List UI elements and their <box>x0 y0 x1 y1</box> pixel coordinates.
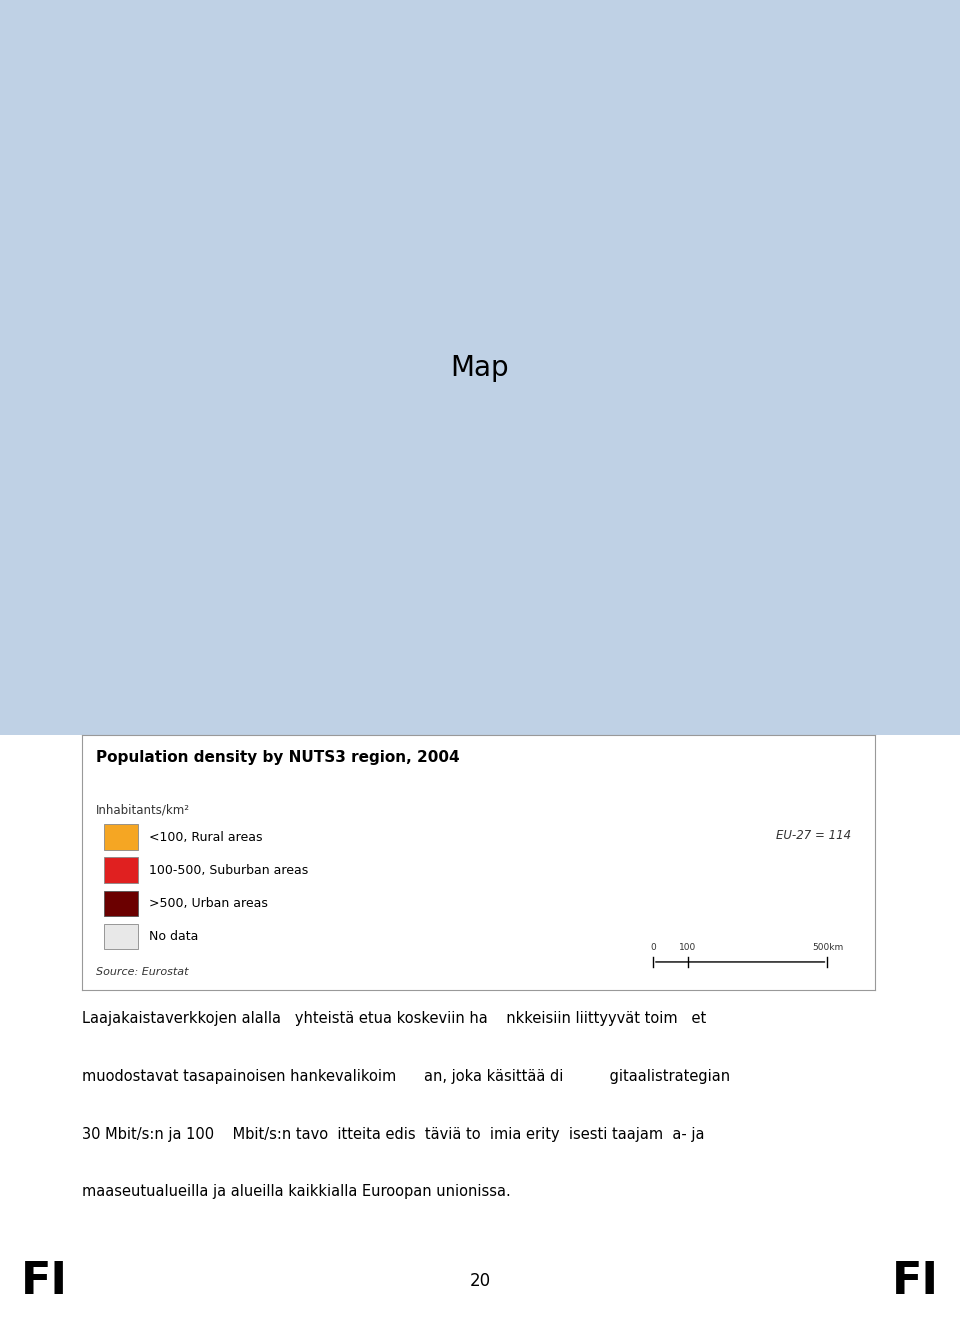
Text: Population density by NUTS3 region, 2004: Population density by NUTS3 region, 2004 <box>96 751 460 765</box>
Text: Inhabitants/km²: Inhabitants/km² <box>96 804 190 817</box>
Text: maaseutualueilla ja alueilla kaikkialla Euroopan unionissa.: maaseutualueilla ja alueilla kaikkialla … <box>82 1185 511 1199</box>
Text: 100: 100 <box>680 943 696 952</box>
Text: FI: FI <box>892 1260 939 1302</box>
Text: muodostavat tasapainoisen hankevalikoim      an, joka käsittää di          gitaa: muodostavat tasapainoisen hankevalikoim … <box>82 1069 731 1084</box>
Bar <box>105 858 137 883</box>
Text: No data: No data <box>150 929 199 943</box>
Text: 500km: 500km <box>812 943 843 952</box>
Text: Map: Map <box>450 353 510 382</box>
Text: Laajakaistaverkkojen alalla   yhteistä etua koskeviin ha    nkkeisiin liittyyvät: Laajakaistaverkkojen alalla yhteistä etu… <box>82 1011 707 1026</box>
Bar <box>105 891 137 916</box>
Text: EU-27 = 114: EU-27 = 114 <box>776 829 852 842</box>
Text: 0: 0 <box>650 943 656 952</box>
Text: 30 Mbit/s:n ja 100    Mbit/s:n tavo  itteita edis  täviä to  imia erity  isesti : 30 Mbit/s:n ja 100 Mbit/s:n tavo itteita… <box>82 1126 705 1141</box>
Text: Source: Eurostat: Source: Eurostat <box>96 968 189 977</box>
Text: 20: 20 <box>469 1272 491 1290</box>
Bar <box>105 824 137 850</box>
Text: >500, Urban areas: >500, Urban areas <box>150 896 268 910</box>
Bar <box>105 924 137 949</box>
Text: <100, Rural areas: <100, Rural areas <box>150 830 263 843</box>
Text: 100-500, Suburban areas: 100-500, Suburban areas <box>150 863 309 876</box>
Text: FI: FI <box>21 1260 68 1302</box>
